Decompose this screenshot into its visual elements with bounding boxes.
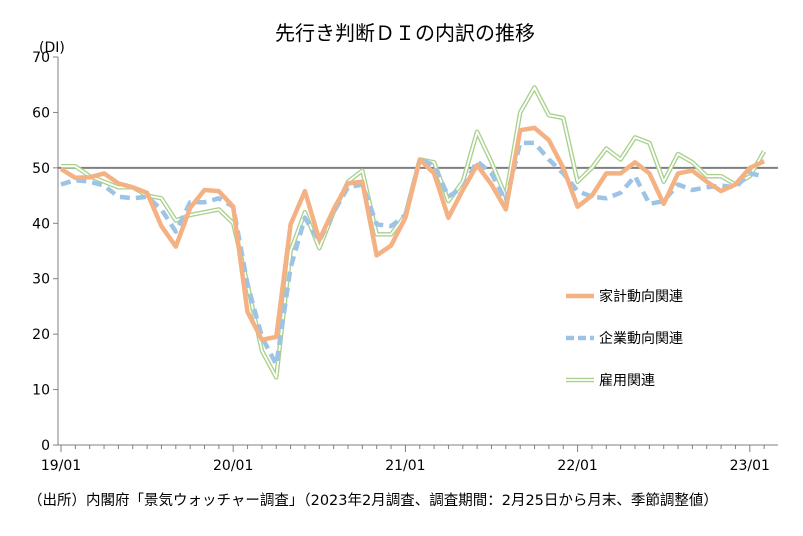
legend-label: 家計動向関連 <box>599 288 683 305</box>
y-tick-label: 50 <box>32 161 50 177</box>
axes: 0 10 20 30 40 50 60 70 19/01 20/01 21/01 22/01 23/01 <box>32 50 778 474</box>
x-tick-label: 21/01 <box>385 458 425 474</box>
legend-label: 雇用関連 <box>599 372 655 389</box>
y-tick-label: 60 <box>32 105 50 121</box>
x-tick-label: 20/01 <box>213 458 253 474</box>
x-tick-label: 23/01 <box>730 458 770 474</box>
x-tick-label: 22/01 <box>557 458 597 474</box>
y-tick-label: 10 <box>32 383 50 399</box>
chart-title: 先行き判断ＤＩの内訳の推移 <box>275 21 535 45</box>
y-tick-label: 70 <box>32 50 50 66</box>
y-tick-label: 20 <box>32 327 50 343</box>
y-axis-unit-label: (DI) <box>39 40 65 56</box>
y-tick-label: 30 <box>32 272 50 288</box>
source-note: （出所）内閣府「景気ウォッチャー調査」（2023年2月調査、調査期間：2月25日… <box>28 491 718 509</box>
legend-label: 企業動向関連 <box>599 330 683 347</box>
series-line-household <box>59 125 766 342</box>
y-tick-label: 40 <box>32 216 50 232</box>
x-tick-label: 19/01 <box>41 458 81 474</box>
y-tick-label: 0 <box>41 438 50 454</box>
series-group <box>59 85 767 380</box>
